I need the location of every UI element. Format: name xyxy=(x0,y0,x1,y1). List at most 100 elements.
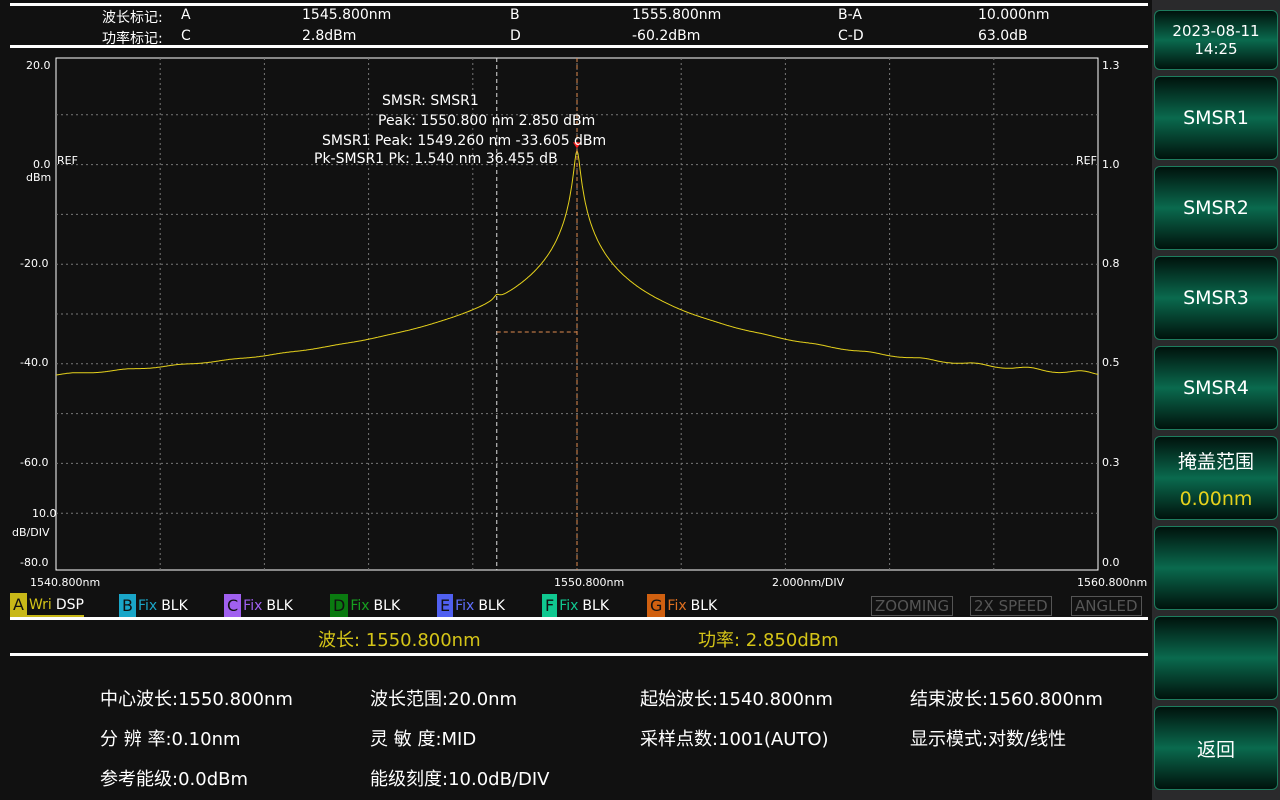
datetime-display: 2023-08-11 14:25 xyxy=(1154,10,1278,70)
y-unit: dBm xyxy=(26,171,52,184)
smsr1-label: SMSR1 xyxy=(1183,107,1249,129)
y-tick: 0.0 xyxy=(33,158,51,171)
marker-a-label: A xyxy=(181,7,191,23)
angled-badge[interactable]: ANGLED xyxy=(1071,596,1142,616)
smsr1-peak: SMSR1 Peak: 1549.260 nm -33.605 dBm xyxy=(322,133,607,149)
x-div: 2.000nm/DIV xyxy=(772,576,845,589)
main-panel: 波长标记: A 1545.800nm B 1555.800nm B-A 10.0… xyxy=(0,0,1152,800)
trace-mode: Fix xyxy=(667,598,687,614)
trace-mode: Fix xyxy=(350,598,370,614)
trace-letter: C xyxy=(224,594,242,618)
divider xyxy=(10,3,1148,6)
smsr3-label: SMSR3 xyxy=(1183,287,1249,309)
x-center: 1550.800nm xyxy=(554,576,625,589)
trace-mode: Fix xyxy=(137,598,158,614)
smsr4-label: SMSR4 xyxy=(1183,377,1249,399)
trace-state: BLK xyxy=(478,598,505,614)
trace-state: BLK xyxy=(373,598,401,614)
speed-badge[interactable]: 2X SPEED xyxy=(970,596,1052,616)
mask-range-button[interactable]: 掩盖范围 0.00nm xyxy=(1154,436,1278,520)
y2-tick: 0.3 xyxy=(1102,456,1120,469)
trace-f[interactable]: F Fix BLK xyxy=(542,594,609,618)
time: 14:25 xyxy=(1194,40,1238,58)
divider xyxy=(10,45,1148,48)
x-start: 1540.800nm xyxy=(30,576,101,589)
divider xyxy=(10,617,1148,620)
pw-marker-label: 功率标记: xyxy=(102,31,163,47)
marker-c-label: C xyxy=(181,28,191,44)
y-scale: 10.0 xyxy=(32,507,57,520)
marker-ba-value: 10.000nm xyxy=(978,7,1050,23)
trace-g[interactable]: G Fix BLK xyxy=(647,594,717,618)
mask-range-label: 掩盖范围 xyxy=(1177,450,1254,473)
marker-d-value: -60.2dBm xyxy=(632,28,701,44)
trace-mode: Fix xyxy=(455,598,475,614)
trace-c[interactable]: C Fix BLK xyxy=(224,594,293,618)
y-tick: -40.0 xyxy=(20,356,49,369)
smsr2-label: SMSR2 xyxy=(1183,197,1249,219)
date: 2023-08-11 xyxy=(1172,22,1260,40)
smsr2-button[interactable]: SMSR2 xyxy=(1154,166,1278,250)
stop-wavelength: 结束波长:1560.800nm xyxy=(910,689,1103,710)
y2-tick: 1.0 xyxy=(1102,158,1120,171)
zooming-badge[interactable]: ZOOMING xyxy=(871,596,954,616)
ref-label-left: REF xyxy=(57,154,78,167)
sensitivity: 灵 敏 度:MID xyxy=(370,729,477,750)
trace-mode: Wri xyxy=(28,596,52,613)
empty-softkey-1[interactable] xyxy=(1154,526,1278,610)
start-wavelength: 起始波长:1540.800nm xyxy=(640,689,833,710)
empty-softkey-2[interactable] xyxy=(1154,616,1278,700)
marker-c-value: 2.8dBm xyxy=(302,28,357,44)
smsr-peak: Peak: 1550.800 nm 2.850 dBm xyxy=(378,113,596,129)
cursor-wavelength: 波长: 1550.800nm xyxy=(318,630,481,651)
mask-range-value: 0.00nm xyxy=(1179,487,1253,510)
marker-a-value: 1545.800nm xyxy=(302,7,392,23)
y-scale-unit: dB/DIV xyxy=(12,526,50,539)
trace-letter: D xyxy=(330,594,349,618)
trace-state: BLK xyxy=(161,598,188,614)
y-tick: -60.0 xyxy=(20,456,49,469)
marker-b-label: B xyxy=(510,7,520,23)
trace-state: DSP xyxy=(55,596,84,613)
trace-mode: Fix xyxy=(243,598,263,614)
smsr4-button[interactable]: SMSR4 xyxy=(1154,346,1278,430)
marker-ba-label: B-A xyxy=(838,7,862,23)
resolution: 分 辨 率:0.10nm xyxy=(100,729,241,750)
cursor-power: 功率: 2.850dBm xyxy=(698,630,839,651)
back-button[interactable]: 返回 xyxy=(1154,706,1278,790)
smsr-title: SMSR: SMSR1 xyxy=(382,93,479,109)
trace-d[interactable]: D Fix BLK xyxy=(330,594,400,618)
divider xyxy=(10,653,1148,656)
y-tick: 20.0 xyxy=(26,59,51,72)
display-mode: 显示模式:对数/线性 xyxy=(910,729,1067,750)
trace-letter: B xyxy=(119,594,136,618)
sampling-points: 采样点数:1001(AUTO) xyxy=(640,729,829,750)
trace-state: BLK xyxy=(690,598,718,614)
ref-level: 参考能级:0.0dBm xyxy=(100,769,248,790)
trace-letter: F xyxy=(542,594,558,618)
y-tick: -20.0 xyxy=(20,257,49,270)
marker-d-label: D xyxy=(510,28,521,44)
smsr-diff: Pk-SMSR1 Pk: 1.540 nm 36.455 dB xyxy=(314,151,558,167)
smsr3-button[interactable]: SMSR3 xyxy=(1154,256,1278,340)
ref-label-right: REF xyxy=(1076,154,1097,167)
trace-letter: A xyxy=(10,592,27,617)
y2-tick: 0.5 xyxy=(1102,356,1120,369)
y2-tick: 0.8 xyxy=(1102,257,1120,270)
level-scale: 能级刻度:10.0dB/DIV xyxy=(370,769,550,790)
trace-state: BLK xyxy=(582,598,610,614)
back-label: 返回 xyxy=(1196,738,1235,761)
trace-a[interactable]: A Wri DSP xyxy=(10,592,84,618)
y2-tick: 1.3 xyxy=(1102,59,1120,72)
marker-cd-value: 63.0dB xyxy=(978,28,1028,44)
span: 波长范围:20.0nm xyxy=(370,689,518,710)
smsr1-button[interactable]: SMSR1 xyxy=(1154,76,1278,160)
wl-marker-label: 波长标记: xyxy=(102,10,163,26)
trace-e[interactable]: E Fix BLK xyxy=(437,594,505,618)
trace-mode: Fix xyxy=(559,598,579,614)
spectrum-plot[interactable] xyxy=(0,50,1152,590)
x-end: 1560.800nm xyxy=(1077,576,1148,589)
trace-b[interactable]: B Fix BLK xyxy=(119,594,188,618)
trace-letter: E xyxy=(437,594,454,618)
peak-marker-icon xyxy=(573,142,581,149)
